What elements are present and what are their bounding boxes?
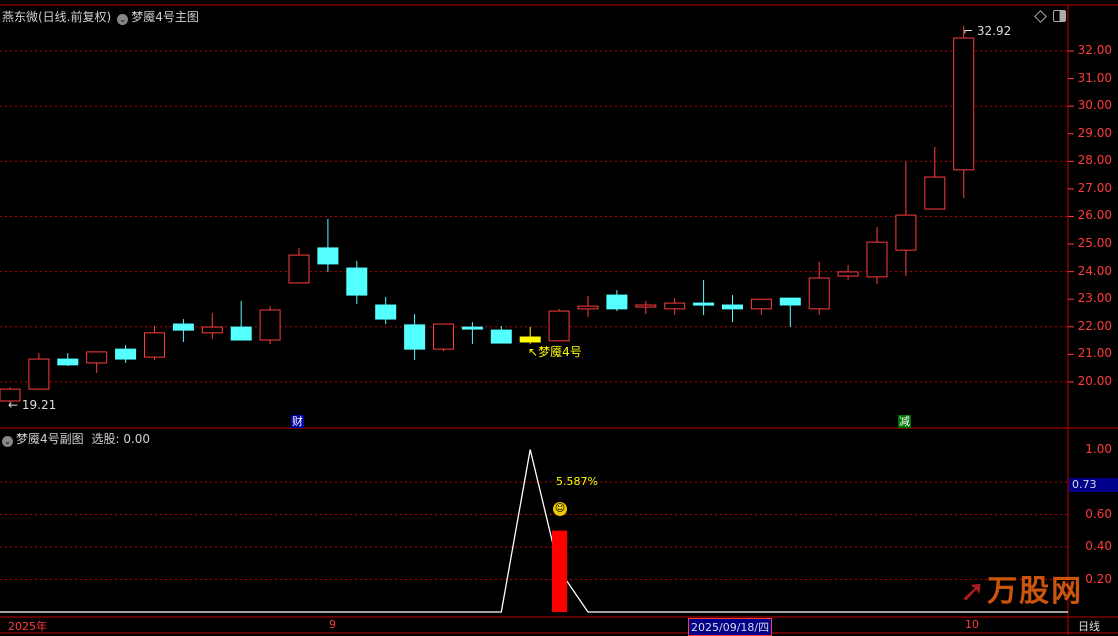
price-tick-label: 21.00 — [1077, 346, 1112, 361]
signal-bar-overlay — [552, 530, 568, 612]
candle-body — [606, 294, 628, 310]
candle-body — [375, 304, 397, 320]
signal-label: ↖梦魇4号 — [528, 345, 582, 359]
candle-body — [635, 304, 657, 308]
candle-body — [201, 326, 223, 334]
sub-chart-title: ⌄ 梦魇4号副图 选股: 0.00 — [2, 430, 150, 447]
select-value: 选股: 0.00 — [91, 432, 151, 446]
main-indicator-name[interactable]: 梦魇4号主图 — [131, 10, 199, 24]
candle-body — [346, 267, 368, 296]
candle-body — [144, 332, 165, 358]
high-value: 32.92 — [976, 24, 1012, 38]
candle-body — [895, 214, 917, 251]
price-tick-label: 24.00 — [1077, 263, 1112, 278]
candle-body — [722, 304, 743, 310]
candle-body — [490, 329, 512, 344]
candle-body — [86, 351, 108, 364]
signal-text: 梦魇4号 — [538, 345, 582, 359]
candle-body — [866, 241, 888, 278]
candle-body — [259, 309, 281, 341]
chevron-down-icon[interactable]: ⌄ — [2, 436, 13, 447]
stock-name: 燕东微(日线.前复权) — [2, 10, 112, 24]
price-tick-label: 22.00 — [1077, 318, 1112, 333]
candle-body — [115, 348, 137, 360]
bar-percent-label: 5.587% — [556, 475, 598, 488]
candle-body — [461, 326, 483, 330]
price-tick-label: 31.00 — [1077, 70, 1112, 85]
candle-body — [288, 254, 310, 284]
low-value: 19.21 — [21, 398, 57, 412]
candle-body — [693, 302, 715, 306]
candle-body — [779, 297, 801, 306]
high-annotation: ⌐ 32.92 — [963, 24, 1012, 38]
price-tick-label: 26.00 — [1077, 208, 1112, 223]
logo-arrow-icon: ➚ — [960, 574, 988, 609]
x-label-oct: 10 — [965, 618, 979, 631]
candle-body — [808, 277, 830, 310]
price-tick-label: 25.00 — [1077, 236, 1112, 251]
price-tick-label: 29.00 — [1077, 125, 1112, 140]
price-tick-label: 32.00 — [1077, 43, 1112, 57]
price-tick-label: 27.00 — [1077, 180, 1112, 195]
main-chart-title: 燕东微(日线.前复权) ⌄ 梦魇4号主图 — [2, 8, 199, 25]
candle-body — [57, 358, 79, 366]
smiley-icon: ☺ — [553, 502, 567, 516]
price-tick-label: 23.00 — [1077, 291, 1112, 306]
sub-tick-label: 0.60 — [1085, 506, 1112, 521]
candle-body — [317, 247, 339, 265]
candle-body — [548, 310, 570, 342]
low-annotation: ← 19.21 — [8, 398, 57, 412]
candle-body — [172, 323, 194, 331]
price-tick-label: 28.00 — [1077, 153, 1112, 168]
chevron-down-icon[interactable]: ⌄ — [117, 14, 129, 25]
candle-body — [433, 323, 454, 350]
candle-body — [519, 336, 541, 343]
x-label-sep: 9 — [329, 618, 336, 631]
current-value-badge: 0.73 — [1069, 478, 1118, 492]
price-tick-label: 20.00 — [1077, 373, 1112, 388]
candle-body — [837, 271, 859, 277]
candle-body — [750, 298, 772, 310]
sub-indicator-name[interactable]: 梦魇4号副图 — [16, 432, 84, 446]
candle-body — [924, 176, 946, 210]
sub-tick-label: 1.00 — [1085, 441, 1112, 456]
watermark-logo: ➚万股网 — [960, 574, 1084, 609]
sub-tick-label: 0.20 — [1085, 571, 1112, 586]
price-tick-label: 30.00 — [1077, 98, 1112, 113]
select-line — [0, 449, 1068, 613]
panel-toggle-icon[interactable] — [1053, 10, 1066, 22]
candle-body — [953, 37, 975, 171]
candle-body — [577, 305, 599, 310]
candle-body — [28, 358, 50, 390]
x-label-year: 2025年 — [8, 620, 47, 633]
period-label[interactable]: 日线 — [1078, 620, 1100, 633]
candle-body — [664, 302, 686, 310]
sub-tick-label: 0.40 — [1085, 539, 1112, 553]
candle-body — [0, 388, 21, 402]
candle-body — [404, 324, 426, 350]
candle-body — [230, 326, 252, 341]
event-mark-finance[interactable]: 财 — [291, 415, 304, 428]
event-mark-reduce[interactable]: 减 — [898, 415, 911, 428]
x-label-cursor-date: 2025/09/18/四 — [688, 618, 773, 636]
